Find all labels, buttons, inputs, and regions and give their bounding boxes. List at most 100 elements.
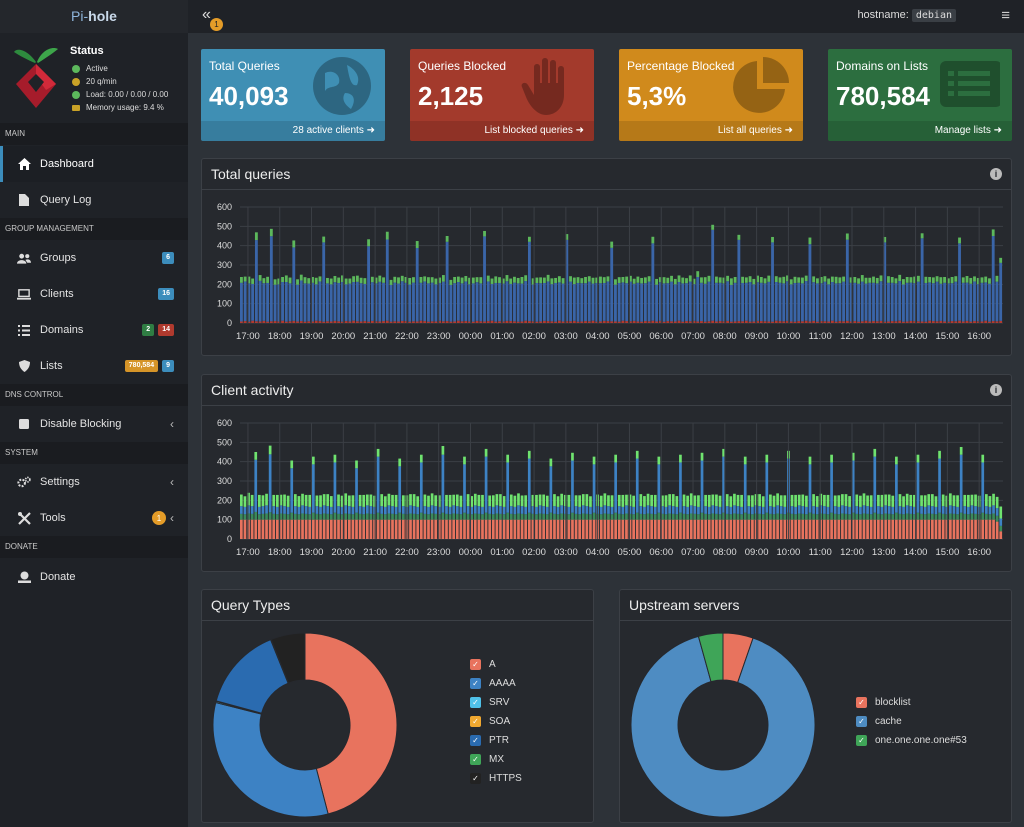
nav-settings[interactable]: Settings ‹ <box>0 464 188 500</box>
nav-domains[interactable]: Domains 2 14 <box>0 312 188 348</box>
legend-checkbox-icon[interactable]: ✓ <box>470 772 481 784</box>
legend-item[interactable]: ✓ MX <box>470 753 522 765</box>
bar-client-4 <box>974 494 977 507</box>
bar-cached <box>468 284 471 322</box>
bar-client-4 <box>329 496 333 507</box>
bar-client-1 <box>916 519 920 539</box>
bar-client-1 <box>286 519 290 539</box>
slice-AAAA[interactable] <box>212 701 329 818</box>
bar-client-2 <box>265 513 268 520</box>
legend-item[interactable]: ✓ cache <box>856 715 967 727</box>
bar-client-4 <box>797 494 801 506</box>
bar-client-1 <box>941 519 945 539</box>
nav-groups-label: Groups <box>40 252 77 264</box>
bar-cached <box>632 283 636 321</box>
slice-A[interactable] <box>304 632 398 815</box>
bar-blocked <box>845 320 849 323</box>
bar-forwarded <box>819 276 823 284</box>
bar-client-2 <box>801 513 805 520</box>
legend-checkbox-icon[interactable]: ✓ <box>856 696 867 708</box>
bar-forwarded <box>479 277 483 284</box>
legend-checkbox-icon[interactable]: ✓ <box>470 734 481 746</box>
nav-clients[interactable]: Clients 16 <box>0 276 188 312</box>
bar-client-1 <box>301 519 304 539</box>
tile-footer-link[interactable]: List blocked queries ➜ <box>410 121 594 141</box>
bar-client-2 <box>754 513 758 520</box>
slice-HTTPS[interactable] <box>270 632 306 684</box>
bar-client-4 <box>841 494 844 506</box>
legend-item[interactable]: ✓ AAAA <box>470 677 522 689</box>
bar-client-3 <box>941 506 945 514</box>
bar-cached <box>909 282 913 321</box>
nav-lists[interactable]: Lists 780,584 9 <box>0 348 188 384</box>
nav-dashboard[interactable]: Dashboard <box>0 146 188 182</box>
bar-forwarded <box>864 277 868 284</box>
chevron-left-icon: ‹ <box>170 417 174 431</box>
bar-forwarded <box>542 277 546 283</box>
legend-checkbox-icon[interactable]: ✓ <box>856 734 867 746</box>
bar-blocked <box>928 320 932 323</box>
slice-one.one.one.one#53[interactable] <box>697 632 724 683</box>
sidebar-collapse-icon[interactable]: « <box>202 6 211 23</box>
bar-client-2 <box>776 513 779 520</box>
bar-blocked <box>666 321 670 323</box>
legend-item[interactable]: ✓ blocklist <box>856 696 967 708</box>
legend-item[interactable]: ✓ one.one.one.one#53 <box>856 734 967 746</box>
bar-client-2 <box>520 513 524 520</box>
legend-item[interactable]: ✓ A <box>470 658 522 670</box>
bar-client-2 <box>261 513 265 520</box>
bar-client-4 <box>646 493 650 506</box>
slice-cache[interactable] <box>630 635 816 818</box>
bar-client-4 <box>445 494 448 507</box>
bar-client-4 <box>920 495 923 507</box>
bar-client-3 <box>704 506 707 514</box>
bar-cached <box>415 247 419 322</box>
bar-cached <box>973 281 976 322</box>
legend-checkbox-icon[interactable]: ✓ <box>470 658 481 670</box>
bar-forwarded <box>374 277 378 284</box>
nav-disable-blocking[interactable]: Disable Blocking ‹ <box>0 406 188 442</box>
bar-client-3 <box>916 462 920 513</box>
bar-client-1 <box>909 519 913 539</box>
bar-client-3 <box>430 505 434 514</box>
bar-blocked <box>475 320 479 323</box>
info-icon[interactable]: i <box>990 168 1002 180</box>
legend-checkbox-icon[interactable]: ✓ <box>470 715 481 727</box>
bar-client-1 <box>715 519 718 539</box>
bar-forwarded <box>610 241 614 248</box>
tile-footer-link[interactable]: Manage lists ➜ <box>828 121 1012 141</box>
nav-donate[interactable]: Donate <box>0 559 188 595</box>
legend-item[interactable]: ✓ SRV <box>470 696 522 708</box>
bar-client-1 <box>869 519 873 539</box>
menu-icon[interactable]: ≡ <box>1001 7 1010 24</box>
bar-client-3 <box>754 505 758 514</box>
bar-cached <box>995 281 999 322</box>
y-tick-label: 300 <box>217 476 232 486</box>
bar-cached <box>539 283 543 322</box>
bar-forwarded <box>258 275 262 281</box>
brand-logo[interactable]: Pi-hole <box>0 0 188 33</box>
legend-item[interactable]: ✓ SOA <box>470 715 522 727</box>
nav-groups[interactable]: Groups 6 <box>0 240 188 276</box>
bar-forwarded <box>759 276 763 283</box>
legend-checkbox-icon[interactable]: ✓ <box>470 696 481 708</box>
bar-cached <box>303 283 307 322</box>
legend-item[interactable]: ✓ PTR <box>470 734 522 746</box>
legend-item[interactable]: ✓ HTTPS <box>470 772 522 784</box>
bar-client-1 <box>815 519 819 539</box>
nav-query-log[interactable]: Query Log <box>0 182 188 218</box>
info-icon[interactable]: i <box>990 384 1002 396</box>
bar-client-4 <box>459 495 463 507</box>
bar-client-4 <box>783 495 787 507</box>
notification-badge[interactable]: 1 <box>210 18 223 31</box>
nav-tools[interactable]: Tools 1 ‹ <box>0 500 188 536</box>
x-tick-label: 04:00 <box>586 547 610 558</box>
legend-checkbox-icon[interactable]: ✓ <box>470 677 481 689</box>
legend-checkbox-icon[interactable]: ✓ <box>856 715 867 727</box>
bar-forwarded <box>576 277 580 283</box>
bar-client-2 <box>970 513 974 520</box>
tile-footer-link[interactable]: List all queries ➜ <box>619 121 803 141</box>
bar-blocked <box>827 321 831 323</box>
legend-checkbox-icon[interactable]: ✓ <box>470 753 481 765</box>
tile-footer-link[interactable]: 28 active clients ➜ <box>201 121 385 141</box>
